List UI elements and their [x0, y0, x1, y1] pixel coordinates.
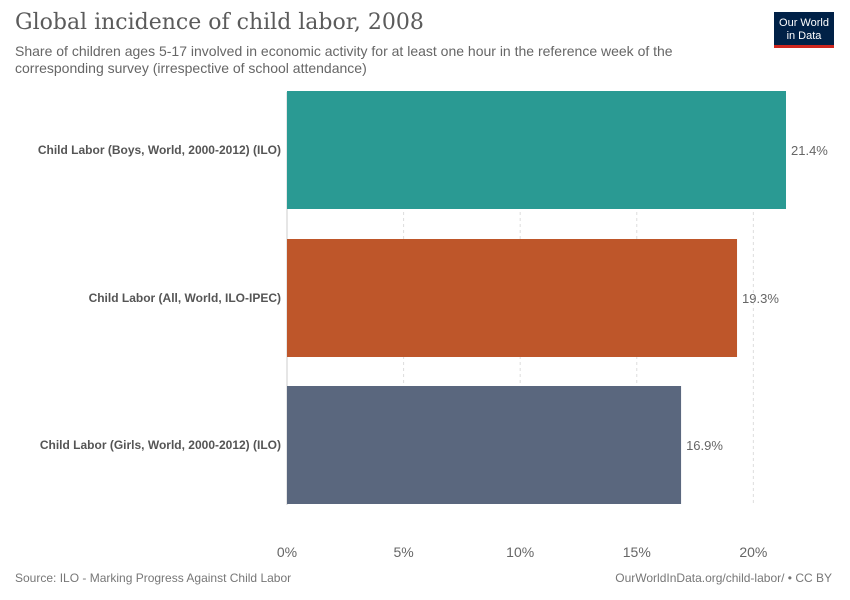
chart-title: Global incidence of child labor, 2008	[15, 10, 424, 35]
bar	[287, 239, 738, 357]
category-label: Child Labor (Girls, World, 2000-2012) (I…	[40, 438, 281, 452]
x-tick-label: 0%	[277, 544, 297, 560]
bar	[287, 91, 786, 209]
category-label: Child Labor (Boys, World, 2000-2012) (IL…	[38, 143, 281, 157]
attribution-link[interactable]: OurWorldInData.org/child-labor/ • CC BY	[615, 571, 832, 585]
logo-line-1: Our World	[779, 17, 829, 29]
source-note: Source: ILO - Marking Progress Against C…	[15, 571, 292, 585]
x-tick-label: 15%	[623, 544, 651, 560]
category-label: Child Labor (All, World, ILO-IPEC)	[89, 291, 281, 305]
x-tick-label: 20%	[739, 544, 767, 560]
data-label: 16.9%	[686, 438, 723, 453]
data-label: 19.3%	[742, 291, 779, 306]
data-label: 21.4%	[791, 143, 828, 158]
chart-subtitle: Share of children ages 5-17 involved in …	[15, 43, 673, 76]
x-tick-label: 5%	[393, 544, 413, 560]
bar	[287, 386, 682, 504]
logo-line-2: in Data	[786, 30, 822, 42]
x-tick-label: 10%	[506, 544, 534, 560]
owid-logo[interactable]: Our World in Data	[774, 12, 834, 48]
